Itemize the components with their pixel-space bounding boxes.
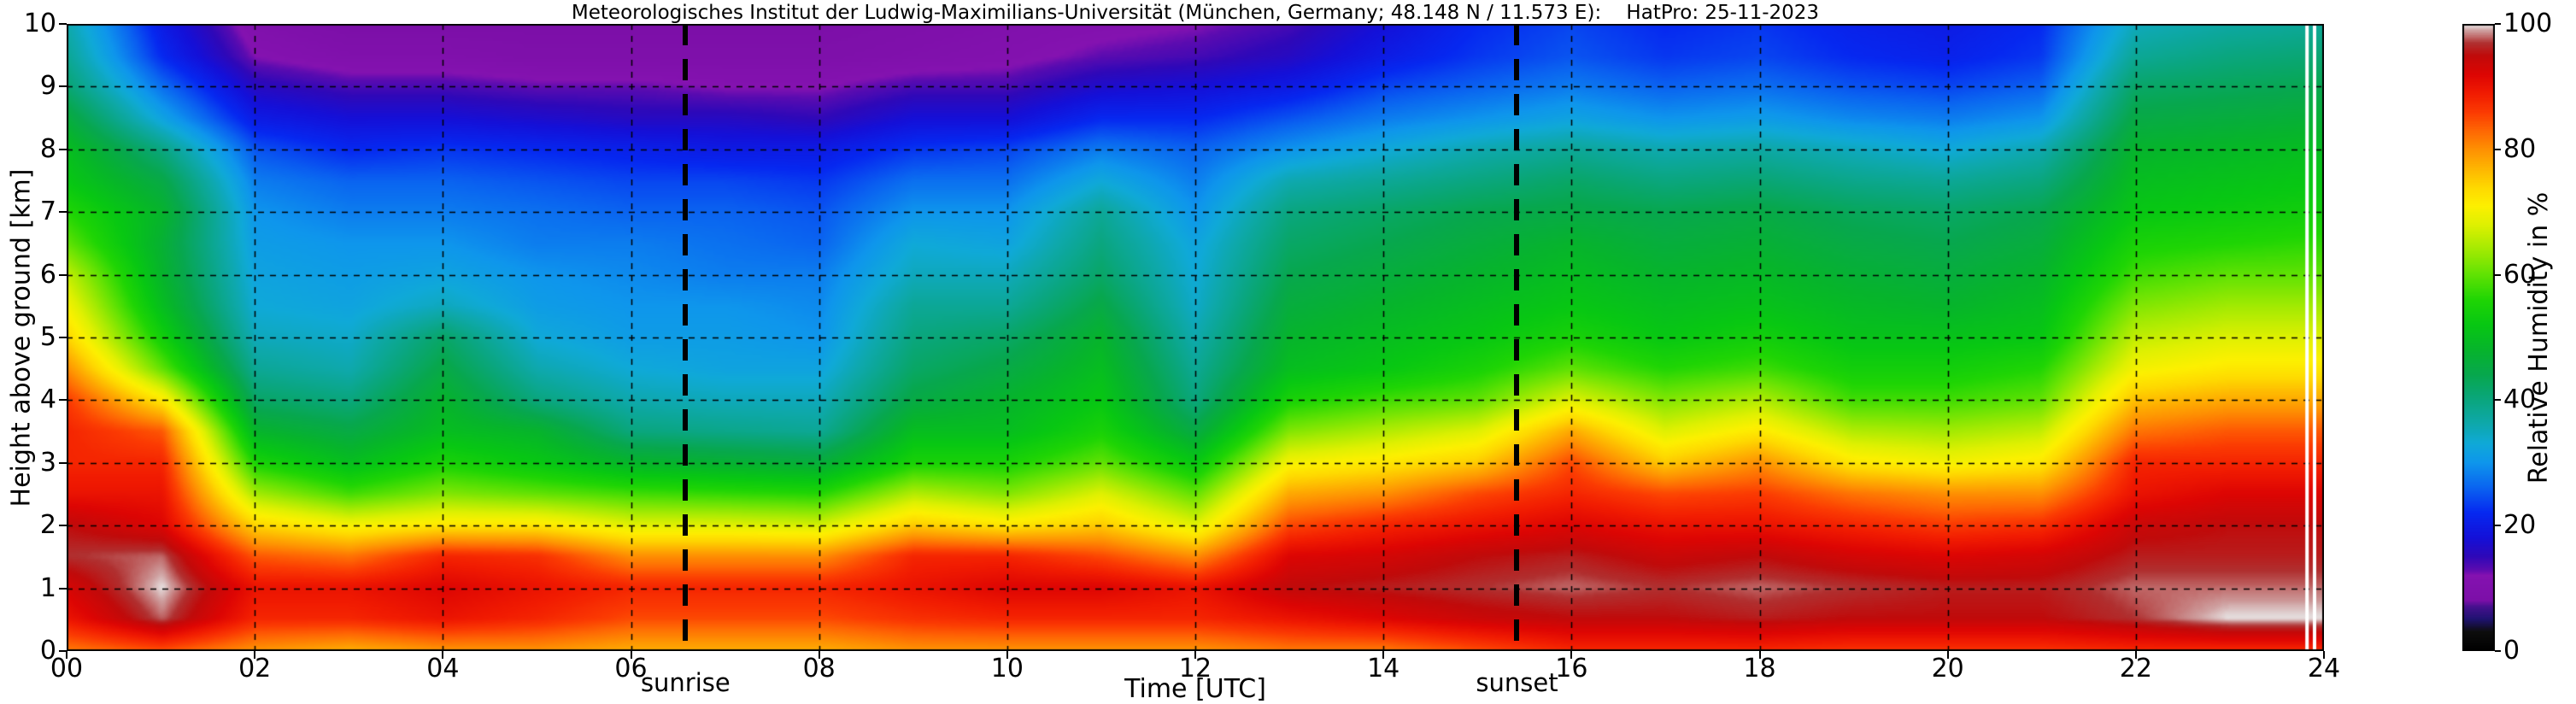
x-tick-mark bbox=[1946, 651, 1949, 659]
y-tick-label: 5 bbox=[39, 322, 56, 352]
x-tick-label: 00 bbox=[50, 654, 84, 683]
x-tick-label: 24 bbox=[2307, 654, 2341, 683]
x-tick-mark bbox=[818, 651, 820, 659]
y-tick-label: 8 bbox=[39, 133, 56, 164]
x-tick-label: 10 bbox=[990, 654, 1024, 683]
x-tick-mark bbox=[1006, 651, 1008, 659]
y-tick-label: 3 bbox=[39, 447, 56, 478]
y-tick-mark bbox=[59, 650, 67, 652]
x-tick-mark bbox=[630, 651, 632, 659]
colorbar-label-box: Relative Humidity in % bbox=[2515, 24, 2563, 651]
colorbar bbox=[2462, 24, 2495, 651]
chart-title: Meteorologisches Institut der Ludwig-Max… bbox=[571, 2, 1820, 24]
sunset-line bbox=[1514, 24, 1520, 651]
y-tick-mark bbox=[59, 525, 67, 527]
colorbar-tick-label: 40 bbox=[2503, 384, 2537, 415]
x-tick-mark bbox=[2323, 651, 2325, 659]
x-tick-mark bbox=[2134, 651, 2137, 659]
colorbar-tick-mark bbox=[2495, 23, 2501, 25]
x-tick-label: 04 bbox=[426, 654, 460, 683]
x-tick-label: 08 bbox=[802, 654, 836, 683]
x-tick-label: 06 bbox=[614, 654, 648, 683]
x-tick-mark bbox=[1758, 651, 1761, 659]
y-tick-mark bbox=[59, 23, 67, 25]
y-tick-mark bbox=[59, 148, 67, 150]
colorbar-tick-mark bbox=[2495, 273, 2501, 276]
x-tick-mark bbox=[1570, 651, 1573, 659]
x-axis-label: Time [UTC] bbox=[1124, 674, 1266, 704]
colorbar-gradient-canvas bbox=[2462, 24, 2495, 651]
x-tick-label: 20 bbox=[1931, 654, 1964, 683]
y-tick-label: 10 bbox=[23, 9, 56, 38]
x-tick-label: 18 bbox=[1743, 654, 1776, 683]
humidity-heatmap-canvas bbox=[67, 24, 2324, 651]
colorbar-tick-mark bbox=[2495, 148, 2501, 150]
x-tick-label: 22 bbox=[2119, 654, 2152, 683]
y-tick-mark bbox=[59, 587, 67, 590]
x-tick-mark bbox=[66, 651, 67, 659]
sunrise-label: sunrise bbox=[640, 668, 731, 697]
colorbar-tick-mark bbox=[2495, 650, 2501, 652]
y-tick-label: 2 bbox=[39, 510, 56, 541]
colorbar-tick-label: 80 bbox=[2503, 133, 2537, 164]
y-tick-mark bbox=[59, 211, 67, 214]
x-tick-label: 02 bbox=[238, 654, 272, 683]
x-tick-mark bbox=[254, 651, 256, 659]
x-tick-label: 14 bbox=[1367, 654, 1400, 683]
colorbar-tick-label: 100 bbox=[2503, 9, 2553, 38]
y-tick-label: 4 bbox=[39, 384, 56, 415]
colorbar-tick-mark bbox=[2495, 525, 2501, 527]
y-tick-mark bbox=[59, 337, 67, 338]
y-tick-mark bbox=[59, 85, 67, 88]
colorbar-tick-label: 20 bbox=[2503, 510, 2537, 541]
y-tick-mark bbox=[59, 399, 67, 402]
sunset-label: sunset bbox=[1476, 668, 1558, 697]
y-tick-label: 1 bbox=[39, 572, 56, 603]
sunrise-line bbox=[683, 24, 689, 651]
y-tick-mark bbox=[59, 461, 67, 464]
x-tick-mark bbox=[442, 651, 444, 659]
y-tick-label: 9 bbox=[39, 71, 56, 102]
colorbar-tick-label: 0 bbox=[2503, 636, 2520, 666]
x-tick-label: 12 bbox=[1178, 654, 1212, 683]
x-tick-mark bbox=[1194, 651, 1196, 659]
y-tick-label: 6 bbox=[39, 259, 56, 290]
x-tick-label: 16 bbox=[1555, 654, 1588, 683]
y-tick-label: 7 bbox=[39, 197, 56, 227]
colorbar-tick-mark bbox=[2495, 399, 2501, 402]
x-tick-mark bbox=[1382, 651, 1385, 659]
colorbar-label: Relative Humidity in % bbox=[2524, 191, 2555, 484]
y-tick-label: 0 bbox=[39, 636, 56, 666]
colorbar-tick-label: 60 bbox=[2503, 259, 2537, 290]
y-tick-mark bbox=[59, 273, 67, 276]
plot-area bbox=[67, 24, 2324, 651]
